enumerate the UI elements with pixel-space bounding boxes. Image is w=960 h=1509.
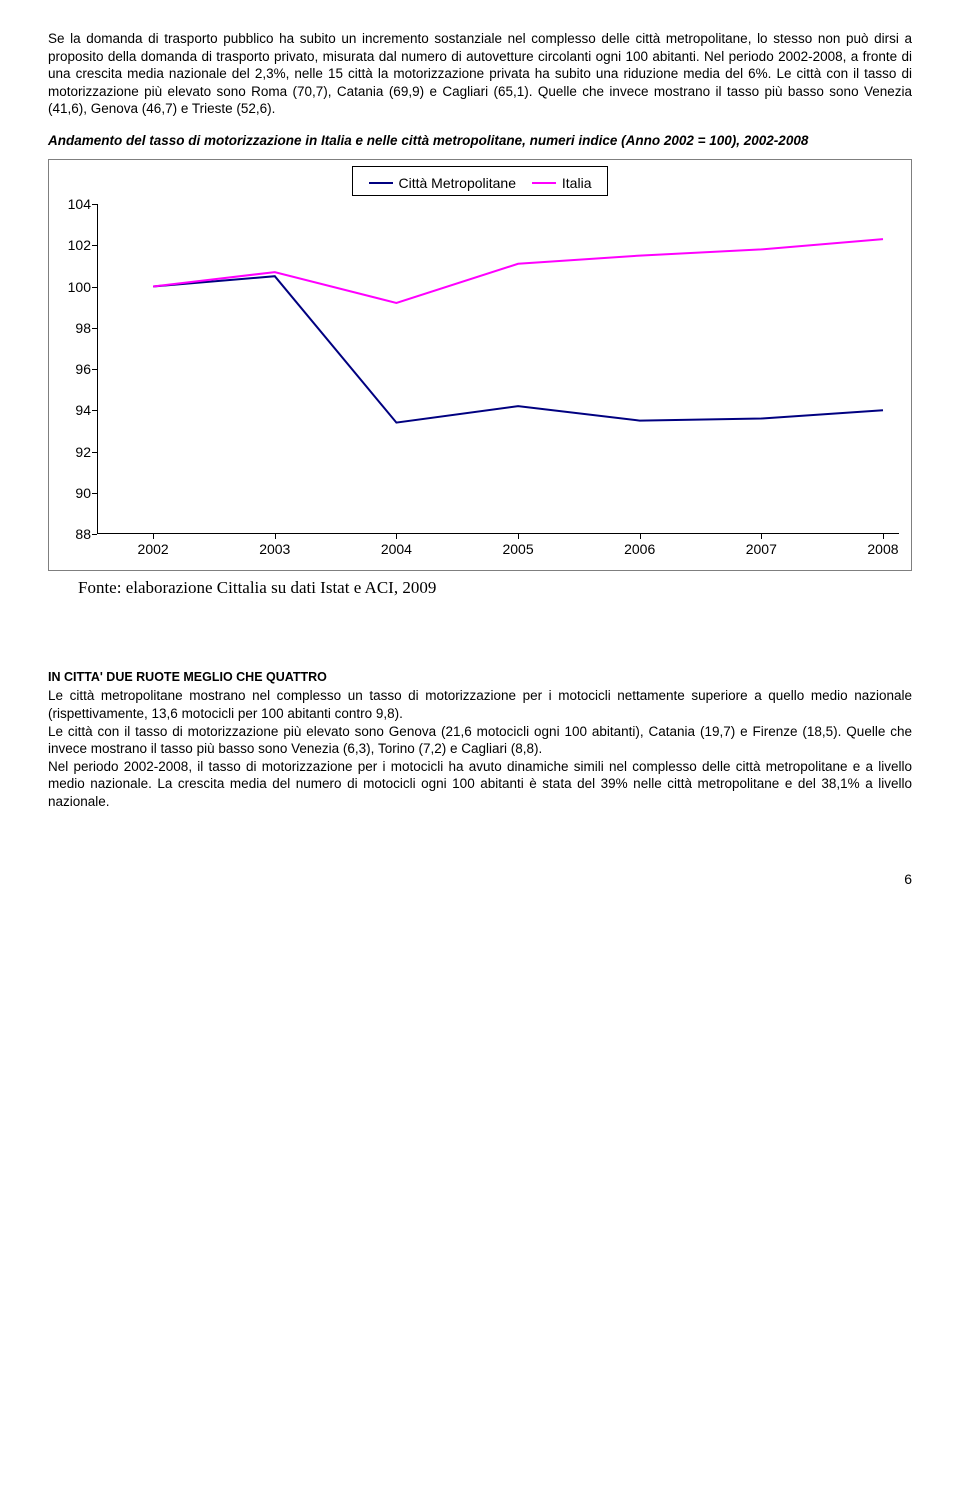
- paragraph-motocicli-2: Le città con il tasso di motorizzazione …: [48, 723, 912, 758]
- y-tick-mark: [92, 452, 97, 453]
- x-tick-label: 2008: [867, 540, 898, 558]
- chart-plot-area: 8890929496981001021042002200320042005200…: [97, 204, 899, 534]
- x-tick-label: 2004: [381, 540, 412, 558]
- x-tick-label: 2006: [624, 540, 655, 558]
- chart-source: Fonte: elaborazione Cittalia su dati Ist…: [78, 577, 912, 599]
- x-tick-mark: [518, 534, 519, 539]
- y-tick-mark: [92, 410, 97, 411]
- legend-swatch-italia: [532, 182, 556, 185]
- y-tick-mark: [92, 204, 97, 205]
- x-tick-mark: [640, 534, 641, 539]
- y-tick-mark: [92, 369, 97, 370]
- y-tick-label: 92: [75, 443, 91, 461]
- section-heading: IN CITTA' DUE RUOTE MEGLIO CHE QUATTRO: [48, 669, 912, 685]
- series-line: [153, 276, 883, 422]
- paragraph-motocicli-3: Nel periodo 2002-2008, il tasso di motor…: [48, 758, 912, 811]
- x-tick-mark: [275, 534, 276, 539]
- y-tick-mark: [92, 493, 97, 494]
- y-tick-label: 100: [68, 278, 91, 296]
- y-tick-label: 96: [75, 360, 91, 378]
- y-tick-label: 88: [75, 525, 91, 543]
- chart-svg: [97, 204, 899, 534]
- paragraph-intro: Se la domanda di trasporto pubblico ha s…: [48, 30, 912, 118]
- legend-swatch-metro: [369, 182, 393, 185]
- y-tick-mark: [92, 245, 97, 246]
- page-number: 6: [48, 870, 912, 888]
- x-tick-label: 2005: [502, 540, 533, 558]
- x-tick-label: 2003: [259, 540, 290, 558]
- y-tick-mark: [92, 328, 97, 329]
- paragraph-motocicli-1: Le città metropolitane mostrano nel comp…: [48, 687, 912, 722]
- legend-item-italia: Italia: [532, 174, 592, 192]
- y-tick-label: 104: [68, 195, 91, 213]
- legend-label-metro: Città Metropolitane: [399, 174, 517, 192]
- series-line: [153, 239, 883, 303]
- y-tick-label: 94: [75, 401, 91, 419]
- x-tick-mark: [761, 534, 762, 539]
- y-tick-label: 90: [75, 484, 91, 502]
- chart-container: Città Metropolitane Italia 8890929496981…: [48, 159, 912, 571]
- y-tick-label: 102: [68, 236, 91, 254]
- y-tick-mark: [92, 534, 97, 535]
- x-tick-label: 2007: [746, 540, 777, 558]
- chart-title: Andamento del tasso di motorizzazione in…: [48, 132, 912, 150]
- y-tick-mark: [92, 287, 97, 288]
- legend-label-italia: Italia: [562, 174, 592, 192]
- chart-legend: Città Metropolitane Italia: [352, 166, 609, 196]
- x-tick-mark: [883, 534, 884, 539]
- x-tick-mark: [153, 534, 154, 539]
- x-tick-label: 2002: [138, 540, 169, 558]
- x-tick-mark: [396, 534, 397, 539]
- legend-item-metro: Città Metropolitane: [369, 174, 517, 192]
- y-tick-label: 98: [75, 319, 91, 337]
- chart-legend-wrap: Città Metropolitane Italia: [49, 160, 911, 198]
